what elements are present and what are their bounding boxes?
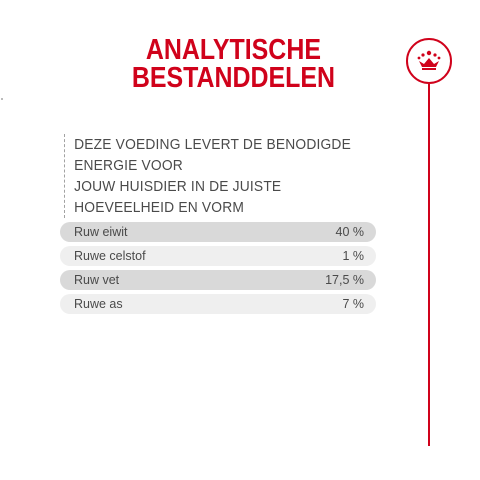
nutrient-value: 1 % (342, 249, 364, 263)
nutrient-value: 7 % (342, 297, 364, 311)
nutrient-row-ash: Ruwe as 7 % (60, 294, 376, 314)
intro-text: DEZE VOEDING LEVERT DE BENODIGDE ENERGIE… (64, 134, 378, 218)
title-line-1: ANALYTISCHE (145, 34, 321, 66)
intro-line-2: JOUW HUISDIER IN DE JUISTE HOEVEELHEID E… (74, 178, 282, 216)
nutrient-label: Ruw vet (74, 273, 120, 287)
page-title: ANALYTISCHE BESTANDDELEN (32, 36, 445, 93)
nutrient-table: Ruw eiwit 40 % Ruwe celstof 1 % Ruw vet … (60, 222, 376, 318)
nutrient-label: Ruw eiwit (74, 225, 128, 239)
nutrient-value: 40 % (335, 225, 365, 239)
nutrient-label: Ruwe as (74, 297, 123, 311)
title-line-2: BESTANDDELEN (131, 62, 336, 94)
nutrient-row-protein: Ruw eiwit 40 % (60, 222, 376, 242)
nutrient-row-fiber: Ruwe celstof 1 % (60, 246, 376, 266)
crown-icon (417, 50, 441, 70)
decorative-vertical-line (428, 84, 430, 446)
brand-badge (406, 38, 452, 84)
nutrient-row-fat: Ruw vet 17,5 % (60, 270, 376, 290)
decorative-dot (1, 98, 3, 100)
nutrient-label: Ruwe celstof (74, 249, 146, 263)
intro-line-1: DEZE VOEDING LEVERT DE BENODIGDE ENERGIE… (74, 136, 351, 174)
nutrient-value: 17,5 % (325, 273, 364, 287)
